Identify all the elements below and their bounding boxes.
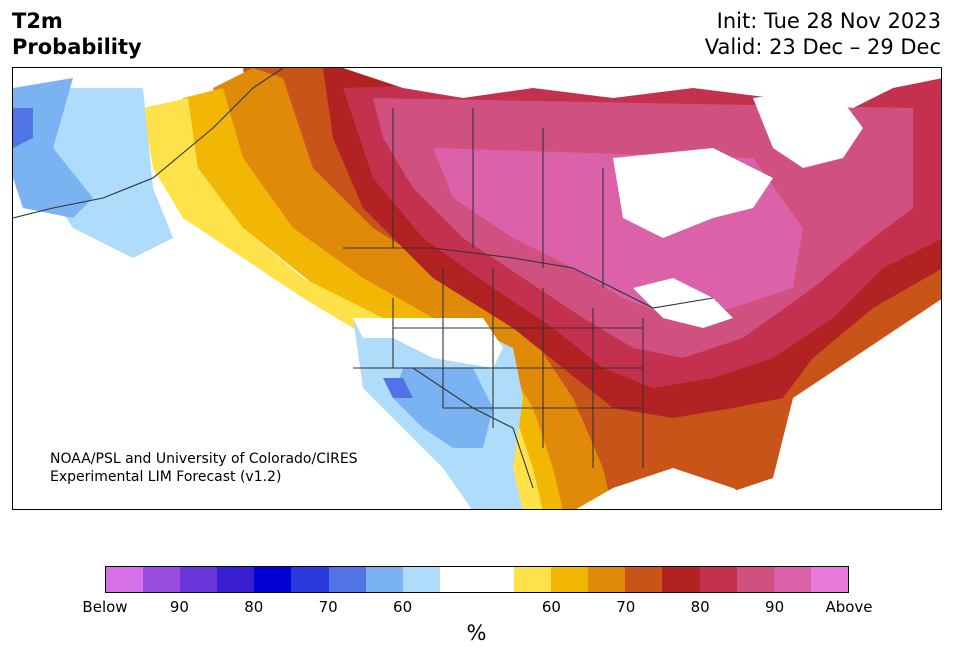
colorbar-swatch: [328, 567, 366, 592]
colorbar-swatch: [699, 567, 737, 592]
colorbar-tick-label: 60: [393, 598, 413, 616]
colorbar-swatch: [588, 567, 626, 592]
gulf-of-mexico: [576, 468, 770, 509]
colorbar-tick-label: 70: [318, 598, 338, 616]
colorbar-swatch: [625, 567, 663, 592]
colorbar-tick-label: 90: [169, 598, 189, 616]
colorbar-swatch: [365, 567, 403, 592]
colorbar-swatch: [106, 567, 144, 592]
borders: [13, 68, 714, 489]
band-cool-light: [13, 78, 493, 448]
credit-line-2: Experimental LIM Forecast (v1.2): [50, 469, 282, 485]
colorbar-tick-label: 80: [690, 598, 710, 616]
colorbar-unit-label: %: [466, 621, 487, 645]
colorbar: [105, 566, 849, 593]
colorbar-swatch: [662, 567, 700, 592]
colorbar-tick-label: 60: [541, 598, 561, 616]
colorbar-swatch: [439, 567, 477, 592]
map-canvas: [13, 68, 941, 509]
colorbar-swatch: [402, 567, 440, 592]
forecast-credit: NOAA/PSL and University of Colorado/CIRE…: [50, 450, 358, 486]
colorbar-swatch: [736, 567, 774, 592]
band-warm-yellow: [143, 98, 543, 509]
colorbar-swatch: [810, 567, 848, 592]
greenland-area: [753, 88, 863, 168]
title-variable: T2m: [12, 9, 63, 33]
colorbar-swatch: [254, 567, 292, 592]
forecast-map: [12, 67, 942, 510]
colorbar-swatch: [180, 567, 218, 592]
band-white-southwest: [353, 318, 503, 368]
coastline-west: [13, 68, 284, 219]
colorbar-tick-label: 70: [616, 598, 636, 616]
title-probability: Probability: [12, 35, 142, 59]
colorbar-tick-label: 80: [244, 598, 264, 616]
colorbar-swatch: [773, 567, 811, 592]
hudson-bay: [613, 148, 773, 238]
forecast-dates: Init: Tue 28 Nov 2023 Valid: 23 Dec – 29…: [705, 8, 941, 60]
state-lines: [392, 268, 644, 468]
init-date: Init: Tue 28 Nov 2023: [716, 9, 941, 33]
colorbar-tick-label: 90: [765, 598, 785, 616]
colorbar-swatch: [217, 567, 255, 592]
colorbar-ticks: Below 90 80 70 60 60 70 80 90 Above: [82, 598, 872, 620]
colorbar-tick-label: Below: [82, 598, 128, 616]
colorbar-swatch: [551, 567, 589, 592]
province-lines: [392, 108, 604, 288]
band-warm-gold: [183, 88, 563, 509]
us-canada-border: [343, 247, 714, 309]
credit-line-1: NOAA/PSL and University of Colorado/CIRE…: [50, 451, 358, 467]
map-title: T2m Probability: [12, 8, 142, 60]
valid-date: Valid: 23 Dec – 29 Dec: [704, 35, 941, 59]
colorbar-tick-label: Above: [825, 598, 873, 616]
colorbar-swatch: [514, 567, 552, 592]
colorbar-swatch: [476, 567, 515, 592]
colorbar-swatch: [291, 567, 329, 592]
colorbar-swatch: [143, 567, 181, 592]
